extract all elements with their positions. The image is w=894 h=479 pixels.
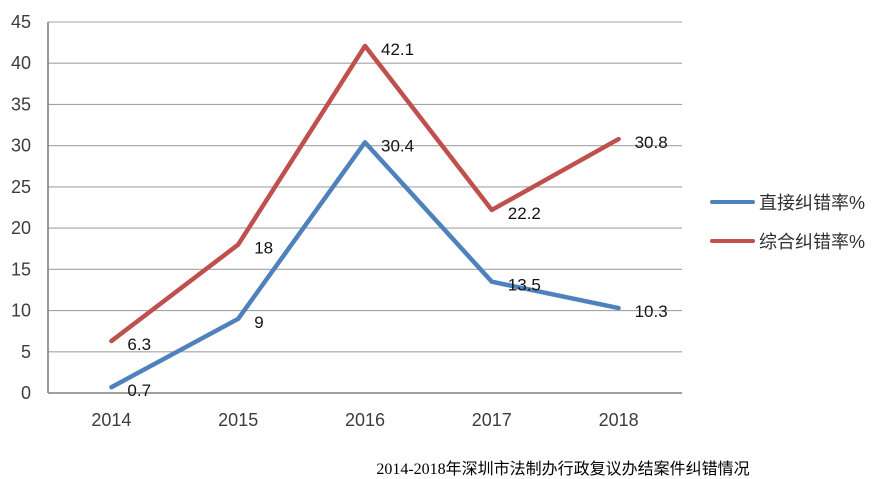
y-tick-label: 20 xyxy=(11,218,31,238)
data-label: 9 xyxy=(254,313,263,332)
y-tick-label: 0 xyxy=(21,383,31,403)
y-tick-label: 35 xyxy=(11,94,31,114)
data-label: 10.3 xyxy=(635,302,668,321)
data-label: 18 xyxy=(254,239,273,258)
data-label: 30.4 xyxy=(381,136,414,155)
legend-item-series-1[interactable]: 直接纠错率% xyxy=(710,192,866,213)
data-label: 30.8 xyxy=(635,133,668,152)
data-label: 22.2 xyxy=(508,204,541,223)
y-tick-label: 30 xyxy=(11,136,31,156)
data-label: 6.3 xyxy=(127,335,151,354)
x-tick-label: 2015 xyxy=(218,410,258,430)
data-label: 13.5 xyxy=(508,276,541,295)
y-tick-label: 10 xyxy=(11,301,31,321)
data-label: 0.7 xyxy=(127,381,151,400)
legend: 直接纠错率% 综合纠错率% xyxy=(710,192,866,252)
series-line-1 xyxy=(109,43,621,344)
y-tick-label: 45 xyxy=(11,12,31,32)
y-tick-label: 40 xyxy=(11,53,31,73)
x-tick-label: 2014 xyxy=(91,410,131,430)
series-line-0 xyxy=(109,140,621,390)
legend-item-series-2[interactable]: 综合纠错率% xyxy=(710,231,866,252)
legend-label-series-1: 直接纠错率% xyxy=(759,193,866,213)
legend-label-series-2: 综合纠错率% xyxy=(759,232,866,252)
legend-line-swatch-blue xyxy=(710,200,755,204)
data-label: 42.1 xyxy=(381,40,414,59)
x-tick-label: 2017 xyxy=(472,410,512,430)
chart-title: 2014-2018年深圳市法制办行政复议办结案件纠错情况 xyxy=(376,461,750,478)
y-tick-label: 15 xyxy=(11,259,31,279)
y-tick-label: 5 xyxy=(21,342,31,362)
x-tick-label: 2018 xyxy=(599,410,639,430)
legend-line-swatch-red xyxy=(710,239,755,243)
y-tick-label: 25 xyxy=(11,177,31,197)
x-tick-label: 2016 xyxy=(345,410,385,430)
